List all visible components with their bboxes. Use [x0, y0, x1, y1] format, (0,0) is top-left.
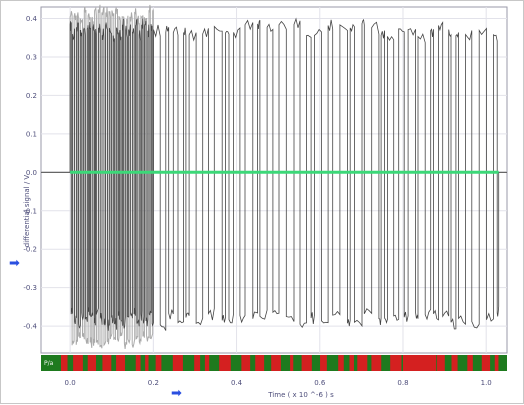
x-tick-label: 0.8 [397, 379, 408, 387]
bus-bar-segment [155, 355, 162, 371]
bus-bar-segment [467, 355, 473, 371]
bus-bar-segment [390, 355, 402, 371]
series-light-trace [41, 4, 507, 349]
x-axis-label: Time ( x 10 ^-6 ) s [267, 391, 334, 399]
bus-bar-segment [145, 355, 149, 371]
x-tick-label: 0.2 [148, 379, 159, 387]
bus-bar-segment [102, 355, 112, 371]
x-tick-label: 0.6 [314, 379, 326, 387]
y-tick-label: 0.0 [26, 169, 37, 177]
bus-bar-segment [451, 355, 458, 371]
bus-bar-segment [255, 355, 265, 371]
bus-bar-segment [320, 355, 327, 371]
x-tick-label: 1.0 [481, 379, 492, 387]
bus-bar-segment [61, 355, 68, 371]
y-tick-label: 0.3 [26, 53, 37, 61]
bus-bar-segment [494, 355, 499, 371]
bus-bar-segment [338, 355, 344, 371]
bus-bar-segment [437, 355, 445, 371]
x-axis-arrow-icon[interactable]: ➡ [171, 386, 182, 401]
bus-bar-segment [116, 355, 126, 371]
bus-bar-block [402, 355, 437, 371]
y-tick-label: 0.1 [26, 130, 37, 138]
x-tick-label: 0.0 [65, 379, 76, 387]
y-axis-ticks: 0.4 0.3 0.2 0.1 0.0 -0.1 -0.2 -0.3 -0.4 [23, 15, 37, 331]
bus-bar-segment [73, 355, 83, 371]
bus-bar-segment [194, 355, 201, 371]
bus-bar-segment [357, 355, 368, 371]
bus-bar-segment [204, 355, 210, 371]
y-axis-label: differential signal / V [23, 175, 31, 248]
x-axis-ticks: 0.0 0.2 0.4 0.6 0.8 1.0 [65, 379, 492, 387]
series-dark-trace [41, 17, 507, 331]
bus-bar-segment [172, 355, 183, 371]
bus-bar-segment [135, 355, 141, 371]
bus-bar-segment [301, 355, 312, 371]
bus-bar-label: P/a [44, 360, 54, 367]
bus-bar-segment [271, 355, 281, 371]
bus-bar-segment [87, 355, 97, 371]
y-tick-label: -0.4 [23, 323, 37, 331]
y-tick-label: -0.1 [23, 207, 37, 215]
dark-trace-line [41, 17, 507, 331]
y-tick-label: 0.4 [26, 15, 38, 23]
bus-bar-segment [241, 355, 251, 371]
bus-bar-segment [349, 355, 354, 371]
bus-bar-segment [371, 355, 382, 371]
bus-bar-segment [290, 355, 294, 371]
light-trace-line [41, 4, 507, 349]
y-tick-label: -0.3 [23, 284, 37, 292]
bus-decode-bar: P/a [41, 355, 507, 371]
x-tick-label: 0.4 [231, 379, 243, 387]
bus-bar-segment [481, 355, 491, 371]
bus-bar-segment [219, 355, 231, 371]
y-tick-label: 0.2 [26, 92, 37, 100]
y-axis-arrow-icon[interactable]: ➡ [9, 256, 20, 271]
y-tick-label: -0.2 [23, 246, 37, 254]
